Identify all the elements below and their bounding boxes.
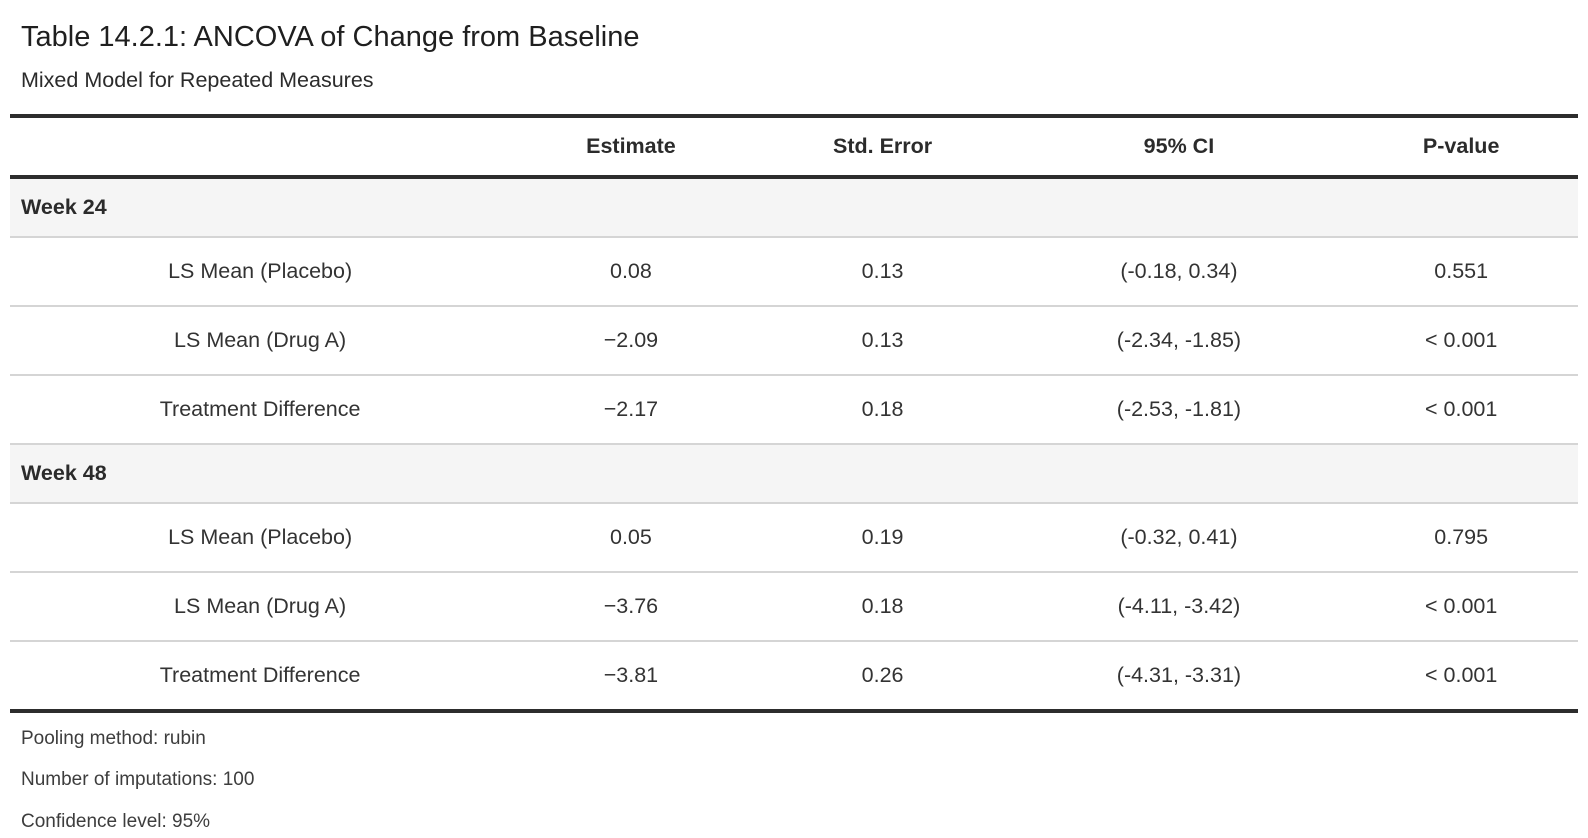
estimate-column-header: Estimate	[586, 133, 676, 158]
p-value-cell: < 0.001	[1344, 571, 1578, 641]
table-row: Treatment Difference −3.81 0.26 (-4.31, -3.…	[10, 640, 1578, 711]
table-row: Treatment Difference −2.17 0.18 (-2.53, -1.…	[10, 374, 1578, 444]
p-value-cell: < 0.001	[1344, 640, 1578, 711]
ci-cell: (-4.31, -3.31)	[1013, 640, 1345, 711]
estimate-cell: −3.76	[510, 571, 752, 641]
estimate-cell: 0.08	[510, 236, 752, 306]
row-label: Treatment Difference	[10, 374, 511, 444]
table-body: Week 24 LS Mean (Placebo) 0.08 0.13 (-0.18, …	[10, 176, 1578, 711]
std-error-cell: 0.18	[751, 374, 1014, 444]
p-value-cell: < 0.001	[1344, 374, 1578, 444]
row-label: LS Mean (Drug A)	[10, 305, 511, 375]
std-error-cell: 0.19	[751, 502, 1014, 572]
stub-column-header	[10, 116, 510, 177]
footnote-imputations: Number of imputations: 100	[21, 769, 255, 791]
table-header: Estimate Std. Error 95% CI P-value	[10, 116, 1578, 177]
footnote-pooling-method: Pooling method: rubin	[21, 727, 206, 749]
group-header-row: Week 48	[10, 443, 1578, 503]
group-header-row: Week 24	[10, 176, 1578, 237]
std-error-cell: 0.26	[751, 640, 1014, 711]
group-label: Week 24	[10, 176, 1578, 237]
ancova-results-table: Estimate Std. Error 95% CI P-value Week …	[10, 113, 1578, 713]
table-row: LS Mean (Drug A) −3.76 0.18 (-4.11, -3.42) <…	[10, 571, 1578, 641]
table-row: LS Mean (Placebo) 0.05 0.19 (-0.32, 0.41) 0.…	[10, 502, 1578, 572]
ci-cell: (-2.34, -1.85)	[1013, 305, 1345, 375]
footnotes: Pooling method: rubin Number of imputati…	[10, 713, 1578, 834]
estimate-cell: −3.81	[510, 640, 752, 711]
ci-cell: (-0.18, 0.34)	[1013, 236, 1345, 306]
p-value-cell: 0.795	[1344, 502, 1578, 572]
table-row: LS Mean (Drug A) −2.09 0.13 (-2.34, -1.85) <…	[10, 305, 1578, 375]
p-value-column-header: P-value	[1422, 133, 1500, 158]
p-value-cell: 0.551	[1344, 236, 1578, 306]
row-label: LS Mean (Placebo)	[10, 236, 511, 306]
estimate-cell: −2.17	[510, 374, 752, 444]
ci-cell: (-0.32, 0.41)	[1013, 502, 1345, 572]
ci-cell: (-4.11, -3.42)	[1013, 571, 1345, 641]
std-error-cell: 0.18	[751, 571, 1014, 641]
table-row: LS Mean (Placebo) 0.08 0.13 (-0.18, 0.34) 0.…	[10, 236, 1578, 306]
estimate-cell: −2.09	[510, 305, 752, 375]
row-label: Treatment Difference	[10, 640, 511, 711]
row-label: LS Mean (Placebo)	[10, 502, 511, 572]
ci-cell: (-2.53, -1.81)	[1013, 374, 1345, 444]
header-row: Estimate Std. Error 95% CI P-value	[10, 116, 1578, 177]
footnote-confidence-level: Confidence level: 95%	[21, 811, 211, 833]
std-error-cell: 0.13	[751, 236, 1014, 306]
std-error-cell: 0.13	[751, 305, 1014, 375]
p-value-cell: < 0.001	[1344, 305, 1578, 375]
table-title: Table 14.2.1: ANCOVA of Change from Base…	[21, 21, 640, 53]
row-label: LS Mean (Drug A)	[10, 571, 511, 641]
table-subtitle: Mixed Model for Repeated Measures	[21, 67, 374, 92]
std-error-column-header: Std. Error	[833, 133, 933, 158]
ci-column-header: 95% CI	[1143, 133, 1215, 158]
group-label: Week 48	[10, 443, 1578, 503]
estimate-cell: 0.05	[510, 502, 752, 572]
